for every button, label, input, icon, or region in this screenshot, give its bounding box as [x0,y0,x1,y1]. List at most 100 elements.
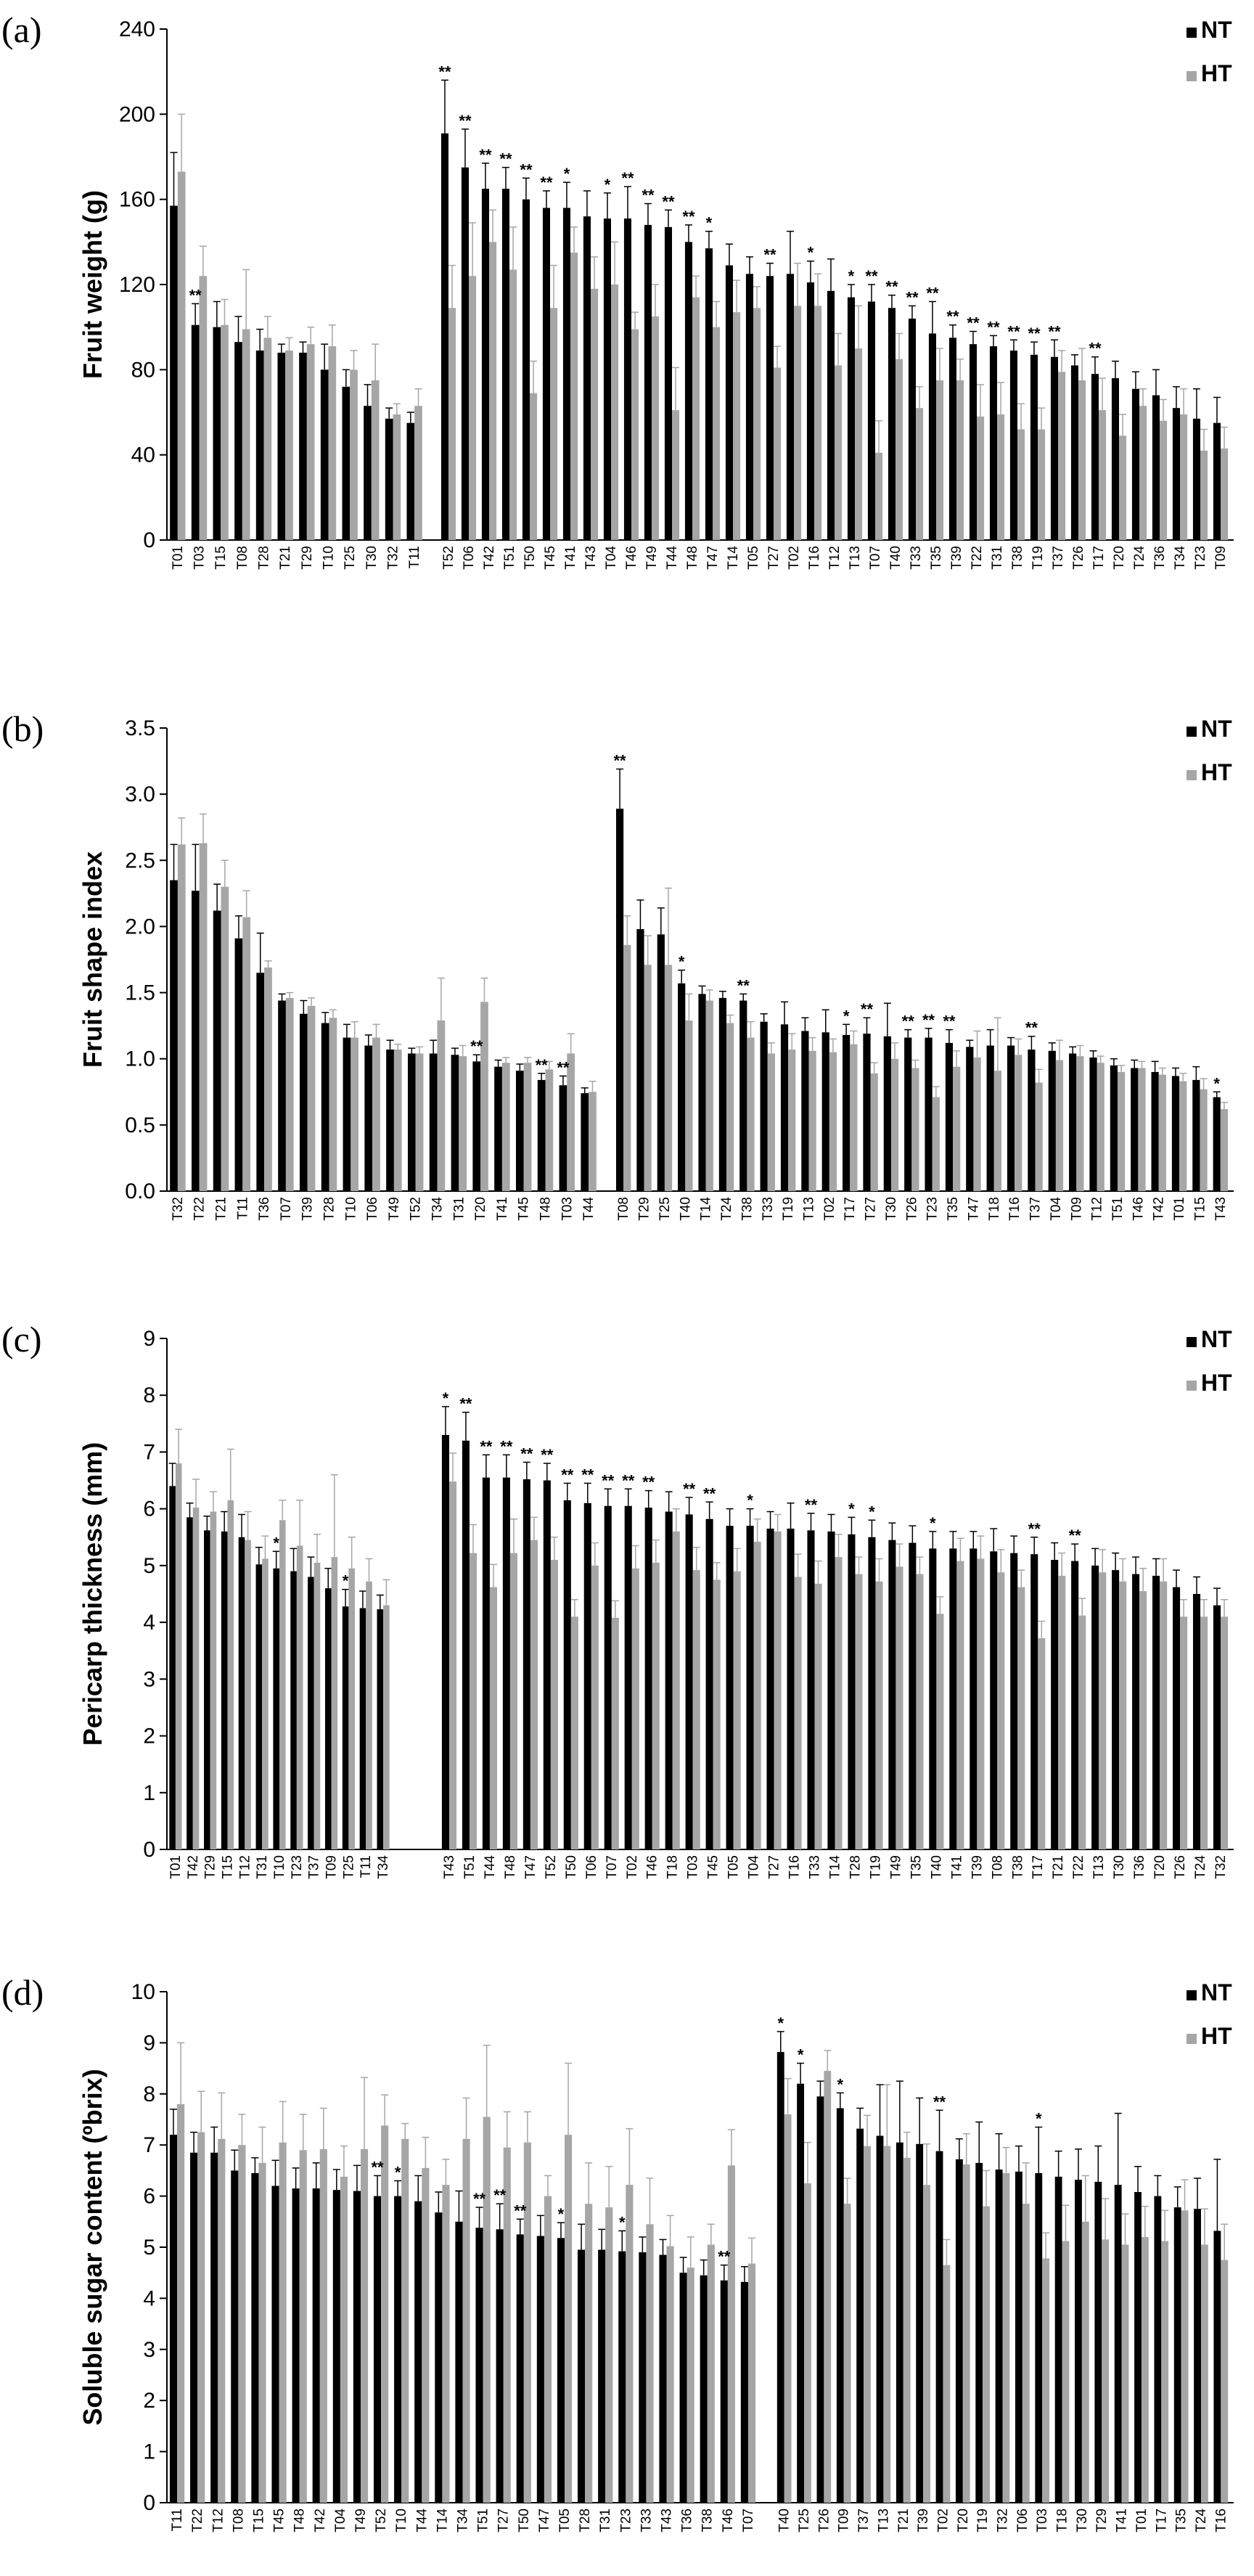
bar-ht [843,2204,851,2503]
bar-nt [359,1608,366,1849]
bar-ht [1017,429,1025,540]
x-tick-label: T10 [321,546,337,570]
bar-ht [1078,1615,1086,1849]
bar-nt [1070,365,1078,540]
x-tick-label: T47 [523,1855,538,1879]
x-tick-label: T21 [1051,1855,1066,1879]
y-tick-label: 0.5 [125,1113,155,1137]
bar-ht [707,2244,715,2503]
bar-ht [664,965,673,1191]
x-tick-label: T17 [843,1197,858,1221]
bar-ht [401,2138,409,2503]
bar-ht [1078,380,1086,540]
x-tick-label: T28 [322,1197,337,1221]
x-tick-label: T51 [502,546,517,570]
bar-ht [1179,1081,1187,1191]
bar-nt [406,422,415,540]
x-tick-label: T09 [837,2508,852,2532]
legend-label: HT [1201,759,1232,785]
bar-ht [1200,1616,1208,1849]
x-tick-label: T08 [616,1197,631,1221]
significance-marker: ** [682,208,695,226]
bar-ht [774,367,782,540]
x-tick-label: T25 [657,1197,673,1221]
x-tick-label: T23 [925,1197,940,1221]
bar-ht [747,2263,756,2503]
significance-marker: ** [371,2158,384,2176]
legend-label: NT [1201,17,1232,43]
bar-ht [550,308,558,540]
bar-ht [824,2071,832,2503]
bar-nt [745,274,753,540]
x-tick-label: T47 [537,2508,552,2532]
bar-nt [718,997,727,1191]
x-tick-label: T29 [203,1855,218,1879]
significance-marker: ** [1028,1520,1041,1538]
bar-ht [747,1037,755,1191]
bar-nt [1030,1554,1038,1849]
x-tick-label: T32 [386,546,401,570]
bar-nt [1007,1045,1015,1191]
x-tick-label: T51 [1110,1197,1126,1221]
x-tick-label: T01 [1134,2508,1150,2532]
x-tick-label: T02 [935,2508,951,2532]
bar-nt [1151,1071,1159,1191]
bar-ht [875,452,883,540]
x-tick-label: T03 [192,546,208,570]
legend-swatch [1187,1337,1197,1347]
bar-ht [393,414,401,540]
bar-nt [1089,1057,1097,1191]
x-tick-label: T40 [777,2508,792,2532]
significance-marker: ** [946,308,959,326]
significance-marker: * [848,267,855,285]
bar-nt [187,1517,193,1849]
bar-nt [780,1024,789,1191]
bar-ht [306,344,315,540]
bar-ht [1139,406,1147,540]
bar-ht [903,2157,911,2503]
x-tick-label: T08 [990,1855,1005,1879]
bar-nt [255,1564,263,1849]
bar-nt [598,2249,606,2503]
y-tick-label: 3 [143,1667,155,1691]
bar-ht [631,1568,639,1849]
bar-nt [700,2275,708,2503]
significance-marker: * [798,2046,804,2064]
bar-ht [685,1020,693,1191]
x-tick-label: T25 [797,2508,812,2532]
significance-marker: ** [1025,1019,1038,1037]
bar-nt [191,324,200,540]
y-tick-label: 1 [143,1781,155,1805]
x-tick-label: T01 [168,1855,184,1879]
bar-ht [210,1511,217,1849]
bar-nt [234,938,243,1191]
legend-label: NT [1201,1979,1232,2005]
legend-swatch [1187,2034,1197,2044]
x-tick-label: T06 [1015,2508,1030,2532]
bar-nt [949,1548,957,1849]
significance-marker: * [843,1007,850,1025]
x-tick-label: T42 [1152,1197,1167,1221]
x-tick-label: T16 [1007,1197,1023,1221]
significance-marker: ** [1007,322,1020,340]
bar-nt [888,308,896,540]
x-tick-label: T38 [1010,1855,1025,1879]
x-tick-label: T34 [376,1855,391,1879]
significance-marker: ** [614,752,627,770]
x-tick-label: T14 [726,546,741,570]
x-tick-label: T02 [822,1197,837,1221]
bar-ht [870,1073,878,1191]
bar-ht [1058,372,1066,540]
bar-ht [753,1542,761,1849]
x-tick-label: T05 [726,1855,742,1879]
bar-ht [932,1097,940,1191]
bar-nt [639,2252,647,2503]
bar-ht [366,1581,372,1849]
bar-nt [1173,2207,1181,2503]
significance-marker: ** [987,318,1000,336]
bar-nt [204,1530,210,1849]
bar-ht [896,1566,903,1849]
x-tick-label: T06 [462,546,477,570]
x-tick-label: T33 [909,546,924,570]
